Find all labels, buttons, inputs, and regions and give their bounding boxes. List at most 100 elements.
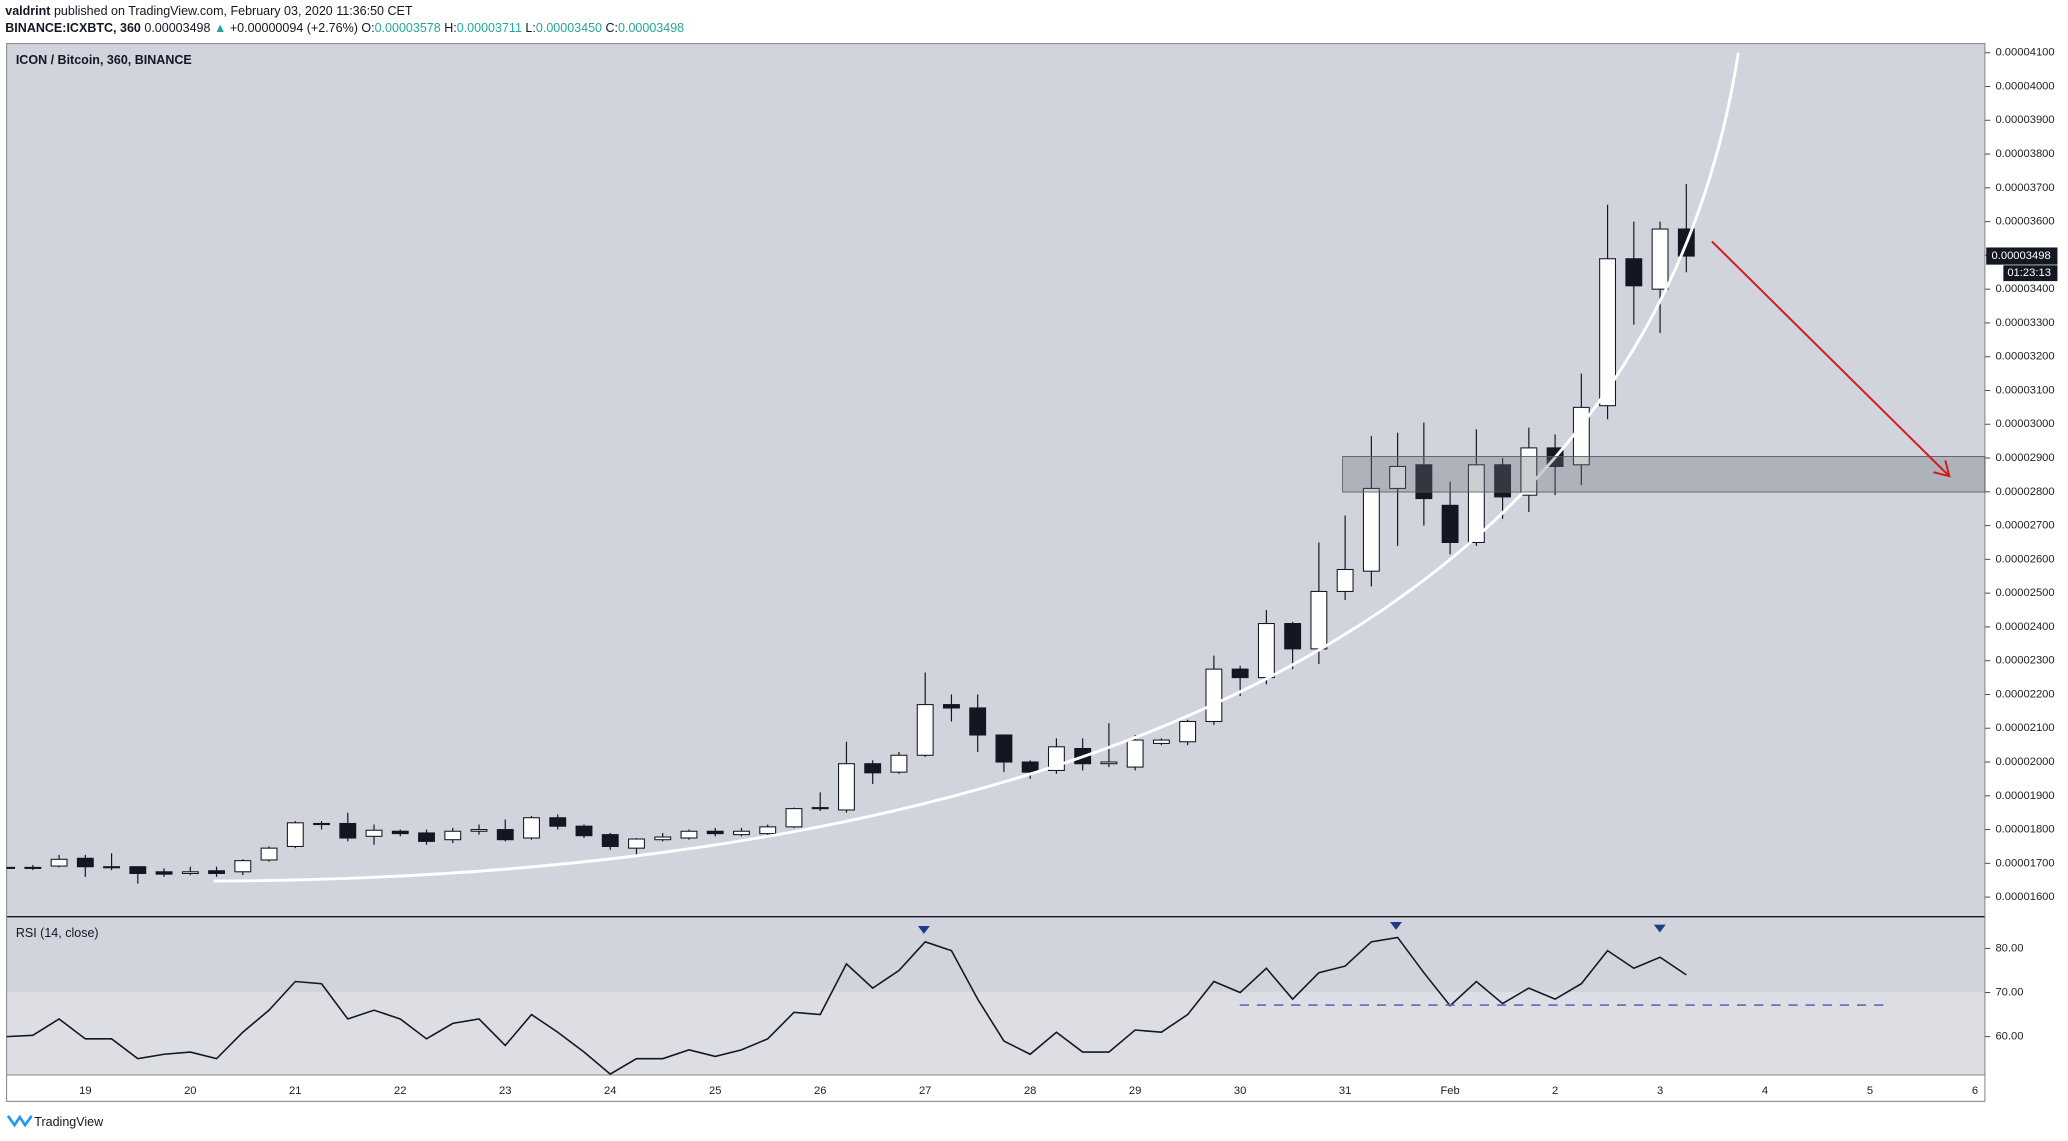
y-tick-label: 0.00004100 <box>1995 47 2054 59</box>
candle-body <box>890 754 908 773</box>
open-label: O: <box>361 21 374 35</box>
y-tick-label: 0.00003700 <box>1995 182 2054 194</box>
y-tick-label: 70.00 <box>1995 987 2023 999</box>
candle-body <box>1494 464 1512 498</box>
x-tick-label: 26 <box>814 1085 826 1097</box>
candle-body <box>1651 228 1669 290</box>
rsi-marker <box>1390 921 1402 930</box>
candle-body <box>575 825 593 837</box>
last-price-box <box>1986 247 2058 265</box>
low-value: 0.00003450 <box>536 21 602 35</box>
candle-body <box>1231 668 1249 679</box>
price-series <box>6 184 1695 884</box>
candle-body <box>654 836 672 841</box>
y-tick-label: 0.00002400 <box>1995 621 2054 633</box>
x-tick-label: Feb <box>1440 1085 1459 1097</box>
candle-body <box>1415 464 1433 500</box>
y-tick-label: 0.00003800 <box>1995 148 2054 160</box>
candle-body <box>1205 668 1223 723</box>
candle-body <box>838 763 855 811</box>
arrow-line <box>1711 240 1949 476</box>
candle-body <box>864 763 882 774</box>
candle-body <box>208 870 226 875</box>
y-tick-label: 0.00003000 <box>1995 418 2054 430</box>
candle-body <box>1152 739 1170 744</box>
candle-body <box>1625 258 1643 287</box>
x-tick-label: 30 <box>1234 1085 1246 1097</box>
arrow-head <box>1933 460 1951 478</box>
candle-body <box>706 830 724 835</box>
candle-body <box>811 807 829 810</box>
rsi-series <box>6 936 1687 1075</box>
y-tick-label: 0.00001900 <box>1995 790 2054 802</box>
last-price-label: 0.00003498 <box>1992 250 2051 262</box>
y-tick-label: 0.00002600 <box>1995 553 2054 565</box>
x-tick-label: 20 <box>184 1085 196 1097</box>
x-tick-label: 6 <box>1972 1085 1978 1097</box>
y-tick-label: 0.00004000 <box>1995 80 2054 92</box>
symbol: BINANCE:ICXBTC, 360 <box>5 21 141 35</box>
up-arrow: ▲ <box>214 21 226 35</box>
x-tick-label: 29 <box>1129 1085 1141 1097</box>
footer-brand: TradingView <box>34 1115 104 1129</box>
candle-body <box>916 704 934 756</box>
candle-body <box>1599 258 1617 407</box>
y-tick-label: 0.00003300 <box>1995 317 2054 329</box>
author: valdrint <box>5 4 51 18</box>
y-tick-label: 80.00 <box>1995 942 2023 954</box>
candle-body <box>1257 623 1275 679</box>
header-line-2: BINANCE:ICXBTC, 360 0.00003498 ▲ +0.0000… <box>5 21 684 35</box>
candle-body <box>1126 739 1144 768</box>
candle-body <box>942 704 960 709</box>
candle-body <box>50 858 68 867</box>
candle-body <box>6 866 16 869</box>
close-value: 0.00003498 <box>618 21 684 35</box>
x-tick-label: 24 <box>604 1085 616 1097</box>
x-tick-label: 21 <box>289 1085 301 1097</box>
chart-frame <box>6 43 1986 1102</box>
y-tick-label: 0.00003400 <box>1995 283 2054 295</box>
candle-body <box>470 829 488 832</box>
support-zone <box>1342 456 1986 493</box>
published: published on TradingView.com, February 0… <box>54 4 413 18</box>
x-tick-label: 19 <box>79 1085 91 1097</box>
candle-body <box>155 871 173 875</box>
candle-body <box>1362 487 1380 572</box>
candle-body <box>365 829 383 837</box>
y-tick-label: 0.00002900 <box>1995 452 2054 464</box>
candle-body <box>418 832 435 842</box>
countdown-box <box>2003 265 2058 282</box>
x-tick-label: 22 <box>394 1085 406 1097</box>
x-tick-label: 28 <box>1024 1085 1036 1097</box>
y-tick-label: 0.00003100 <box>1995 384 2054 396</box>
y-tick-label: 0.00003200 <box>1995 351 2054 363</box>
candle-body <box>1389 465 1407 489</box>
y-tick-label: 0.00002500 <box>1995 587 2054 599</box>
low-label: L: <box>525 21 535 35</box>
y-tick-label: 0.00003900 <box>1995 114 2054 126</box>
candle-body <box>523 817 540 839</box>
y-tick-label: 0.00002100 <box>1995 722 2054 734</box>
candle-body <box>76 857 94 868</box>
candle-body <box>129 866 147 875</box>
x-tick-label: 5 <box>1867 1085 1873 1097</box>
price-pane <box>6 43 1985 917</box>
candle-body <box>1336 568 1354 592</box>
candle-body <box>1021 761 1039 773</box>
candle-body <box>995 734 1013 763</box>
y-tick-label: 60.00 <box>1995 1031 2023 1043</box>
candle-body <box>339 822 357 839</box>
candle-body <box>1441 504 1459 544</box>
parabolic-curve <box>213 52 1740 883</box>
change: +0.00000094 (+2.76%) <box>230 21 358 35</box>
chart-title: ICON / Bitcoin, 360, BINANCE <box>16 53 192 67</box>
candle-body <box>628 838 645 849</box>
candle-body <box>1284 623 1302 650</box>
x-tick-label: 3 <box>1657 1085 1663 1097</box>
high-label: H: <box>444 21 457 35</box>
y-tick-label: 0.00001700 <box>1995 857 2054 869</box>
close-label: C: <box>605 21 618 35</box>
rsi-title: RSI (14, close) <box>16 926 99 940</box>
